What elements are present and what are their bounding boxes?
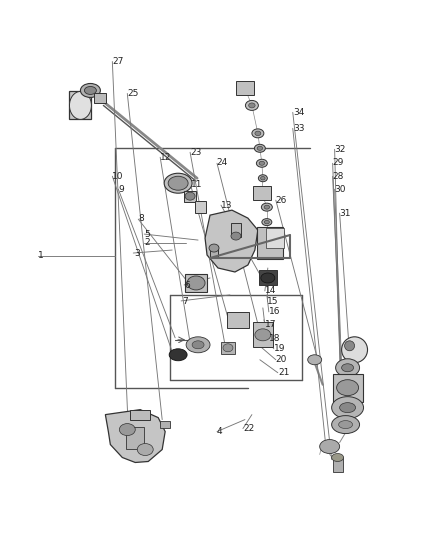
Text: 25: 25	[127, 89, 139, 98]
Ellipse shape	[119, 424, 135, 435]
Text: 34: 34	[293, 108, 304, 117]
Ellipse shape	[192, 341, 204, 349]
Ellipse shape	[261, 176, 265, 180]
Text: 9: 9	[119, 185, 124, 194]
Ellipse shape	[336, 359, 360, 377]
Ellipse shape	[164, 173, 192, 193]
Ellipse shape	[255, 329, 271, 341]
Bar	[185, 274, 207, 292]
Text: 15: 15	[267, 296, 279, 305]
Text: 6: 6	[184, 280, 190, 289]
Text: 28: 28	[332, 172, 344, 181]
Text: 33: 33	[293, 124, 305, 133]
Bar	[227, 312, 249, 328]
Bar	[221, 342, 235, 354]
Text: 10: 10	[112, 172, 124, 181]
Ellipse shape	[223, 344, 233, 352]
Ellipse shape	[342, 364, 353, 372]
Text: 11: 11	[191, 180, 202, 189]
Bar	[236, 82, 254, 95]
Bar	[253, 186, 271, 200]
Bar	[184, 191, 196, 201]
Text: 26: 26	[276, 196, 287, 205]
Bar	[210, 246, 218, 258]
Text: 23: 23	[191, 148, 202, 157]
Text: 24: 24	[217, 158, 228, 167]
Ellipse shape	[261, 273, 275, 283]
Polygon shape	[106, 410, 165, 463]
Ellipse shape	[332, 454, 343, 462]
Text: 19: 19	[274, 344, 285, 353]
Bar	[332, 457, 343, 472]
Ellipse shape	[249, 103, 255, 108]
Ellipse shape	[265, 220, 269, 224]
Ellipse shape	[70, 92, 92, 119]
Ellipse shape	[339, 421, 353, 429]
Text: 4: 4	[217, 427, 223, 436]
Bar	[95, 93, 106, 103]
Ellipse shape	[256, 159, 267, 167]
Ellipse shape	[186, 337, 210, 353]
Ellipse shape	[259, 161, 265, 165]
Ellipse shape	[337, 379, 359, 395]
Text: 5: 5	[145, 230, 151, 239]
Ellipse shape	[262, 219, 272, 225]
Ellipse shape	[187, 276, 205, 290]
Text: 16: 16	[269, 307, 281, 316]
Circle shape	[342, 337, 367, 363]
Ellipse shape	[264, 205, 270, 209]
Text: 13: 13	[221, 201, 233, 210]
Circle shape	[345, 341, 355, 351]
Ellipse shape	[332, 416, 360, 433]
Bar	[266, 228, 284, 248]
Text: 8: 8	[138, 214, 144, 223]
Bar	[194, 201, 205, 213]
Ellipse shape	[258, 175, 267, 182]
Bar	[257, 227, 283, 259]
Text: 31: 31	[339, 209, 350, 218]
Bar	[70, 92, 92, 119]
Ellipse shape	[185, 192, 195, 200]
Ellipse shape	[339, 402, 356, 413]
Text: 2: 2	[145, 238, 150, 247]
Text: 20: 20	[276, 355, 287, 364]
Ellipse shape	[254, 144, 265, 152]
Text: 12: 12	[160, 153, 171, 162]
Text: 22: 22	[243, 424, 254, 433]
Ellipse shape	[137, 443, 153, 456]
Text: 7: 7	[182, 296, 187, 305]
Text: 32: 32	[335, 145, 346, 154]
Bar	[259, 270, 277, 286]
Ellipse shape	[168, 176, 188, 190]
Text: 27: 27	[112, 58, 124, 66]
Text: 30: 30	[335, 185, 346, 194]
Text: 1: 1	[38, 252, 43, 260]
Ellipse shape	[252, 129, 264, 138]
Text: 18: 18	[269, 334, 281, 343]
Ellipse shape	[245, 100, 258, 110]
Ellipse shape	[85, 86, 96, 94]
Text: 21: 21	[278, 368, 290, 377]
Ellipse shape	[308, 355, 321, 365]
Text: 14: 14	[265, 286, 276, 295]
Bar	[130, 410, 150, 419]
Polygon shape	[205, 210, 258, 272]
Ellipse shape	[332, 397, 364, 418]
Text: 3: 3	[134, 249, 140, 258]
Text: 29: 29	[332, 158, 344, 167]
Ellipse shape	[257, 147, 263, 150]
Bar	[231, 223, 241, 237]
Ellipse shape	[261, 203, 272, 211]
Ellipse shape	[231, 232, 241, 240]
Bar	[126, 426, 144, 449]
Bar	[160, 421, 170, 428]
Ellipse shape	[255, 131, 261, 135]
Text: 17: 17	[265, 320, 276, 329]
Ellipse shape	[320, 440, 339, 454]
Ellipse shape	[81, 84, 100, 98]
Ellipse shape	[209, 244, 219, 252]
Bar	[253, 322, 273, 348]
Ellipse shape	[169, 349, 187, 361]
Bar	[332, 374, 363, 402]
